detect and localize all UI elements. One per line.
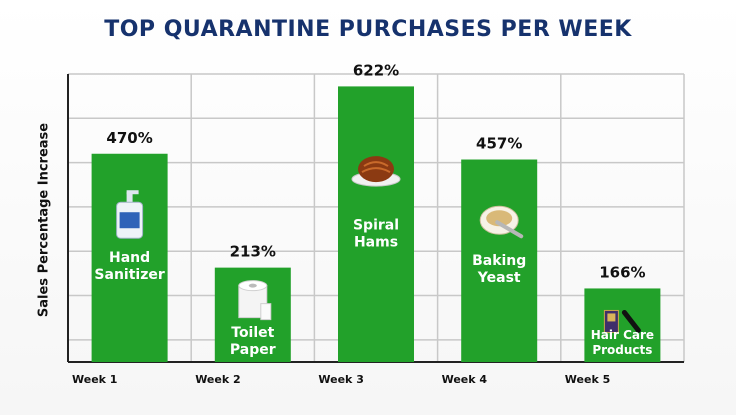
bar-value-label: 622% (353, 61, 399, 79)
chart-title: TOP QUARANTINE PURCHASES PER WEEK (104, 17, 632, 42)
bar-value-label: 213% (230, 243, 276, 261)
bar-category-label: Hand (109, 250, 150, 266)
baking-yeast-icon (479, 205, 524, 239)
bar-value-label: 457% (476, 135, 522, 153)
bar-category-label: Spiral (353, 218, 399, 234)
x-tick-label: Week 5 (565, 373, 610, 386)
x-tick-label: Week 3 (318, 373, 363, 386)
bar (91, 153, 168, 362)
x-tick-label: Week 1 (72, 373, 117, 386)
bar-category-label: Sanitizer (94, 267, 164, 283)
spiral-ham-icon (351, 156, 401, 187)
bar-value-label: 470% (106, 129, 152, 147)
toilet-paper-icon (238, 280, 272, 321)
bar-category-label: Yeast (477, 270, 521, 286)
x-tick-label: Week 4 (442, 373, 488, 386)
x-tick-label: Week 2 (195, 373, 240, 386)
bar-category-label: Toilet (231, 325, 274, 341)
hair-care-icon (603, 309, 641, 333)
hand-sanitizer-icon (116, 190, 144, 239)
bar (461, 159, 538, 362)
bar-category-label: Baking (472, 253, 526, 269)
bar-value-label: 166% (599, 263, 645, 281)
bar (338, 86, 414, 362)
bar-category-label: Hair Care (591, 328, 654, 342)
bar (584, 288, 661, 362)
bar-category-label: Products (592, 343, 652, 357)
bar-category-label: Paper (230, 342, 276, 358)
bar-category-label: Hams (354, 235, 398, 251)
